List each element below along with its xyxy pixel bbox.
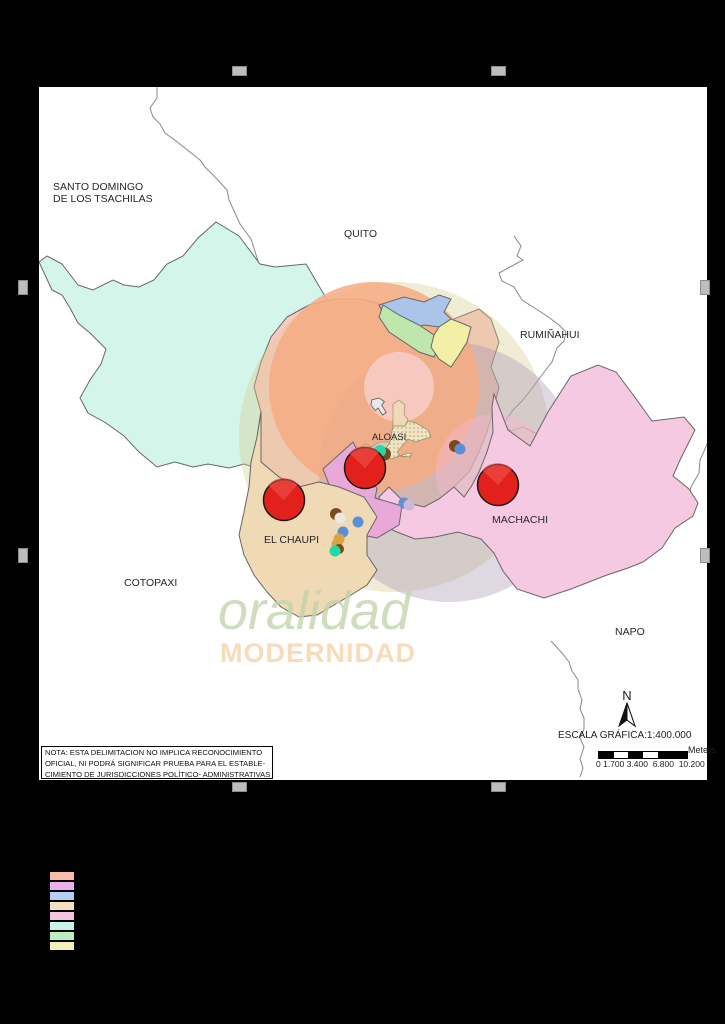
- svg-text:QUITO: QUITO: [344, 228, 377, 240]
- svg-text:COTOPAXI: COTOPAXI: [124, 577, 177, 589]
- svg-text:RUMIÑAHUI: RUMIÑAHUI: [520, 328, 580, 341]
- svg-text:SANTO DOMINGO: SANTO DOMINGO: [53, 181, 143, 193]
- svg-text:ALOASI: ALOASI: [372, 432, 406, 443]
- svg-text:EL CHAUPI: EL CHAUPI: [264, 534, 319, 546]
- svg-text:NAPO: NAPO: [615, 626, 645, 638]
- svg-text:N: N: [622, 688, 631, 703]
- svg-text:MACHACHI: MACHACHI: [492, 514, 548, 526]
- svg-text:DE LOS TSACHILAS: DE LOS TSACHILAS: [53, 193, 153, 205]
